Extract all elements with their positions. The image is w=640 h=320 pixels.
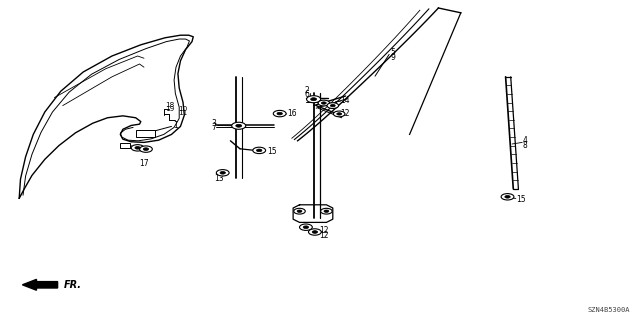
Circle shape [312,231,317,233]
Text: 15: 15 [516,195,525,204]
Circle shape [333,111,345,117]
Text: 10: 10 [178,106,187,112]
Text: 17: 17 [139,159,149,168]
Circle shape [232,122,246,129]
Circle shape [277,112,282,115]
Circle shape [321,102,326,104]
Text: 16: 16 [287,109,296,118]
Circle shape [505,196,510,198]
Text: 6: 6 [304,90,309,99]
Circle shape [236,124,242,127]
Circle shape [321,208,332,214]
Circle shape [143,148,148,150]
Circle shape [307,96,321,103]
Text: 9: 9 [390,53,396,62]
Text: 14: 14 [340,96,350,105]
Circle shape [135,147,140,149]
Circle shape [140,146,152,152]
Circle shape [220,172,225,174]
Circle shape [327,103,339,108]
Circle shape [273,110,286,117]
Text: 2: 2 [305,86,309,95]
Text: 12: 12 [340,109,350,118]
Text: 15: 15 [268,147,277,156]
Text: 19: 19 [165,107,174,112]
Circle shape [294,208,305,214]
Text: 12: 12 [319,226,328,235]
Circle shape [257,149,262,152]
Text: 7: 7 [211,123,216,132]
Text: FR.: FR. [64,280,82,290]
Circle shape [297,210,302,212]
Text: 3: 3 [211,119,216,128]
Circle shape [253,147,266,154]
Circle shape [216,170,229,176]
Circle shape [303,226,308,228]
FancyArrow shape [22,279,58,290]
Circle shape [330,104,335,107]
Text: 5: 5 [390,48,396,57]
Text: 8: 8 [522,141,527,150]
Circle shape [131,145,144,151]
Text: 13: 13 [214,174,224,183]
FancyBboxPatch shape [120,143,130,148]
Text: 18: 18 [165,102,174,108]
Circle shape [337,113,342,115]
FancyBboxPatch shape [136,130,155,137]
Text: 4: 4 [522,136,527,145]
Circle shape [310,98,317,101]
Text: 1: 1 [173,121,177,130]
Circle shape [308,229,321,235]
Text: 12: 12 [319,231,328,240]
Text: 11: 11 [178,110,187,116]
Circle shape [318,100,330,106]
Text: SZN4B5300A: SZN4B5300A [588,307,630,313]
Circle shape [300,224,312,230]
Circle shape [501,194,514,200]
Circle shape [324,210,329,212]
